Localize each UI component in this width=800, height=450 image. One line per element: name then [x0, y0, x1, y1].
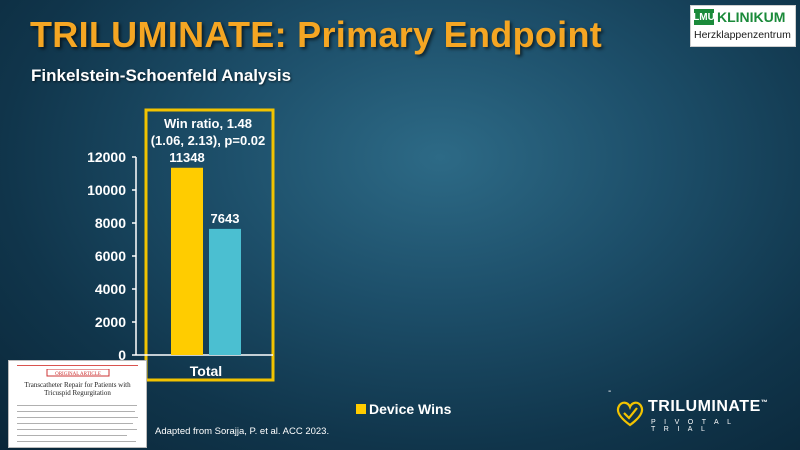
logo-name: KLINIKUM — [717, 9, 786, 25]
slide-subtitle: Finkelstein-Schoenfeld Analysis — [31, 66, 292, 85]
annotation-line-1: Win ratio, 1.48 — [164, 116, 252, 131]
highlight-box — [144, 108, 275, 382]
paper-heading: Transcatheter Repair for Patients with T… — [24, 381, 131, 397]
dash-mark: - — [608, 386, 611, 397]
lmu-klinikum-logo: LMU KLINIKUM Herzklappenzentrum — [690, 5, 796, 47]
lmu-badge: LMU — [693, 9, 715, 25]
paper-text-line — [17, 423, 133, 424]
y-tick-label: 10000 — [87, 182, 126, 198]
bar-value-label: 11348 — [169, 150, 204, 165]
paper-banner-text: ORIGINAL ARTICLE — [55, 372, 101, 377]
paper-text-line — [17, 429, 137, 430]
y-tick-label: 2000 — [95, 314, 126, 330]
paper-text-line — [17, 405, 137, 406]
x-tick-label: Total — [190, 363, 222, 379]
trial-name: TRILUMINATE™ — [648, 398, 769, 415]
paper-banner: ORIGINAL ARTICLE — [46, 369, 110, 377]
legend-label-device-wins: Device Wins — [369, 401, 452, 417]
chart-legend: Device Wins — [356, 401, 451, 417]
paper-text-line — [17, 435, 127, 436]
bar-series-1 — [171, 167, 203, 355]
bar-value-label: 7643 — [211, 211, 240, 226]
y-tick-label: 6000 — [95, 248, 126, 264]
y-tick-label: 4000 — [95, 281, 126, 297]
slide-title: TRILUMINATE: Primary Endpoint — [30, 14, 603, 55]
y-tick-label: 0 — [118, 347, 126, 363]
y-tick-label: 12000 — [87, 149, 126, 165]
paper-text-line — [17, 417, 138, 418]
heart-icon — [616, 401, 644, 427]
logo-subtitle: Herzklappenzentrum — [694, 29, 791, 41]
bar-series-2 — [209, 228, 241, 355]
trial-subtitle: PIVOTAL TRIAL — [651, 419, 740, 433]
legend-swatch-device-wins — [356, 404, 366, 414]
paper-thumbnail: ORIGINAL ARTICLE Transcatheter Repair fo… — [8, 360, 147, 448]
annotation-line-2: (1.06, 2.13), p=0.02 — [151, 133, 266, 148]
paper-text-line — [17, 411, 135, 412]
paper-rule — [17, 365, 138, 366]
paper-text-line — [17, 441, 136, 442]
y-tick-label: 8000 — [95, 215, 126, 231]
triluminate-logo: TRILUMINATE™ PIVOTAL TRIAL — [615, 395, 775, 435]
citation: Adapted from Sorajja, P. et al. ACC 2023… — [155, 426, 330, 437]
